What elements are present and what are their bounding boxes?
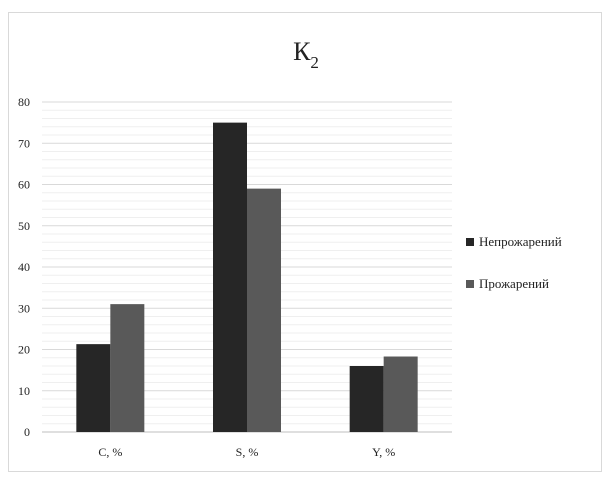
chart-title-subscript: 2: [310, 53, 319, 72]
y-tick-label: 30: [18, 301, 30, 315]
bar: [76, 344, 111, 432]
bars: [76, 122, 418, 432]
y-tick-label: 60: [18, 178, 30, 192]
legend-swatch: [466, 280, 474, 288]
bar: [349, 366, 384, 432]
y-tick-label: 70: [18, 136, 30, 150]
y-tick-label: 10: [18, 384, 30, 398]
chart-title-main: К: [293, 37, 311, 66]
legend: Непрожарений Прожарений: [466, 234, 562, 291]
x-tick-label: S, %: [236, 445, 259, 459]
y-tick-label: 80: [18, 95, 30, 109]
bar: [247, 188, 281, 432]
legend-label: Непрожарений: [479, 234, 562, 249]
y-axis-ticks: 0 10 20 30 40 50 60 70 80: [18, 95, 30, 439]
y-tick-label: 20: [18, 343, 30, 357]
x-tick-label: Y, %: [372, 445, 395, 459]
legend-label: Прожарений: [479, 276, 549, 291]
y-tick-label: 40: [18, 260, 30, 274]
bar: [110, 304, 145, 432]
chart-title: К2: [293, 37, 319, 72]
x-axis-ticks: C, % S, % Y, %: [98, 445, 395, 459]
y-tick-label: 50: [18, 219, 30, 233]
y-tick-label: 0: [24, 425, 30, 439]
bar: [213, 122, 247, 432]
legend-swatch: [466, 238, 474, 246]
bar: [383, 356, 418, 432]
x-tick-label: C, %: [98, 445, 122, 459]
